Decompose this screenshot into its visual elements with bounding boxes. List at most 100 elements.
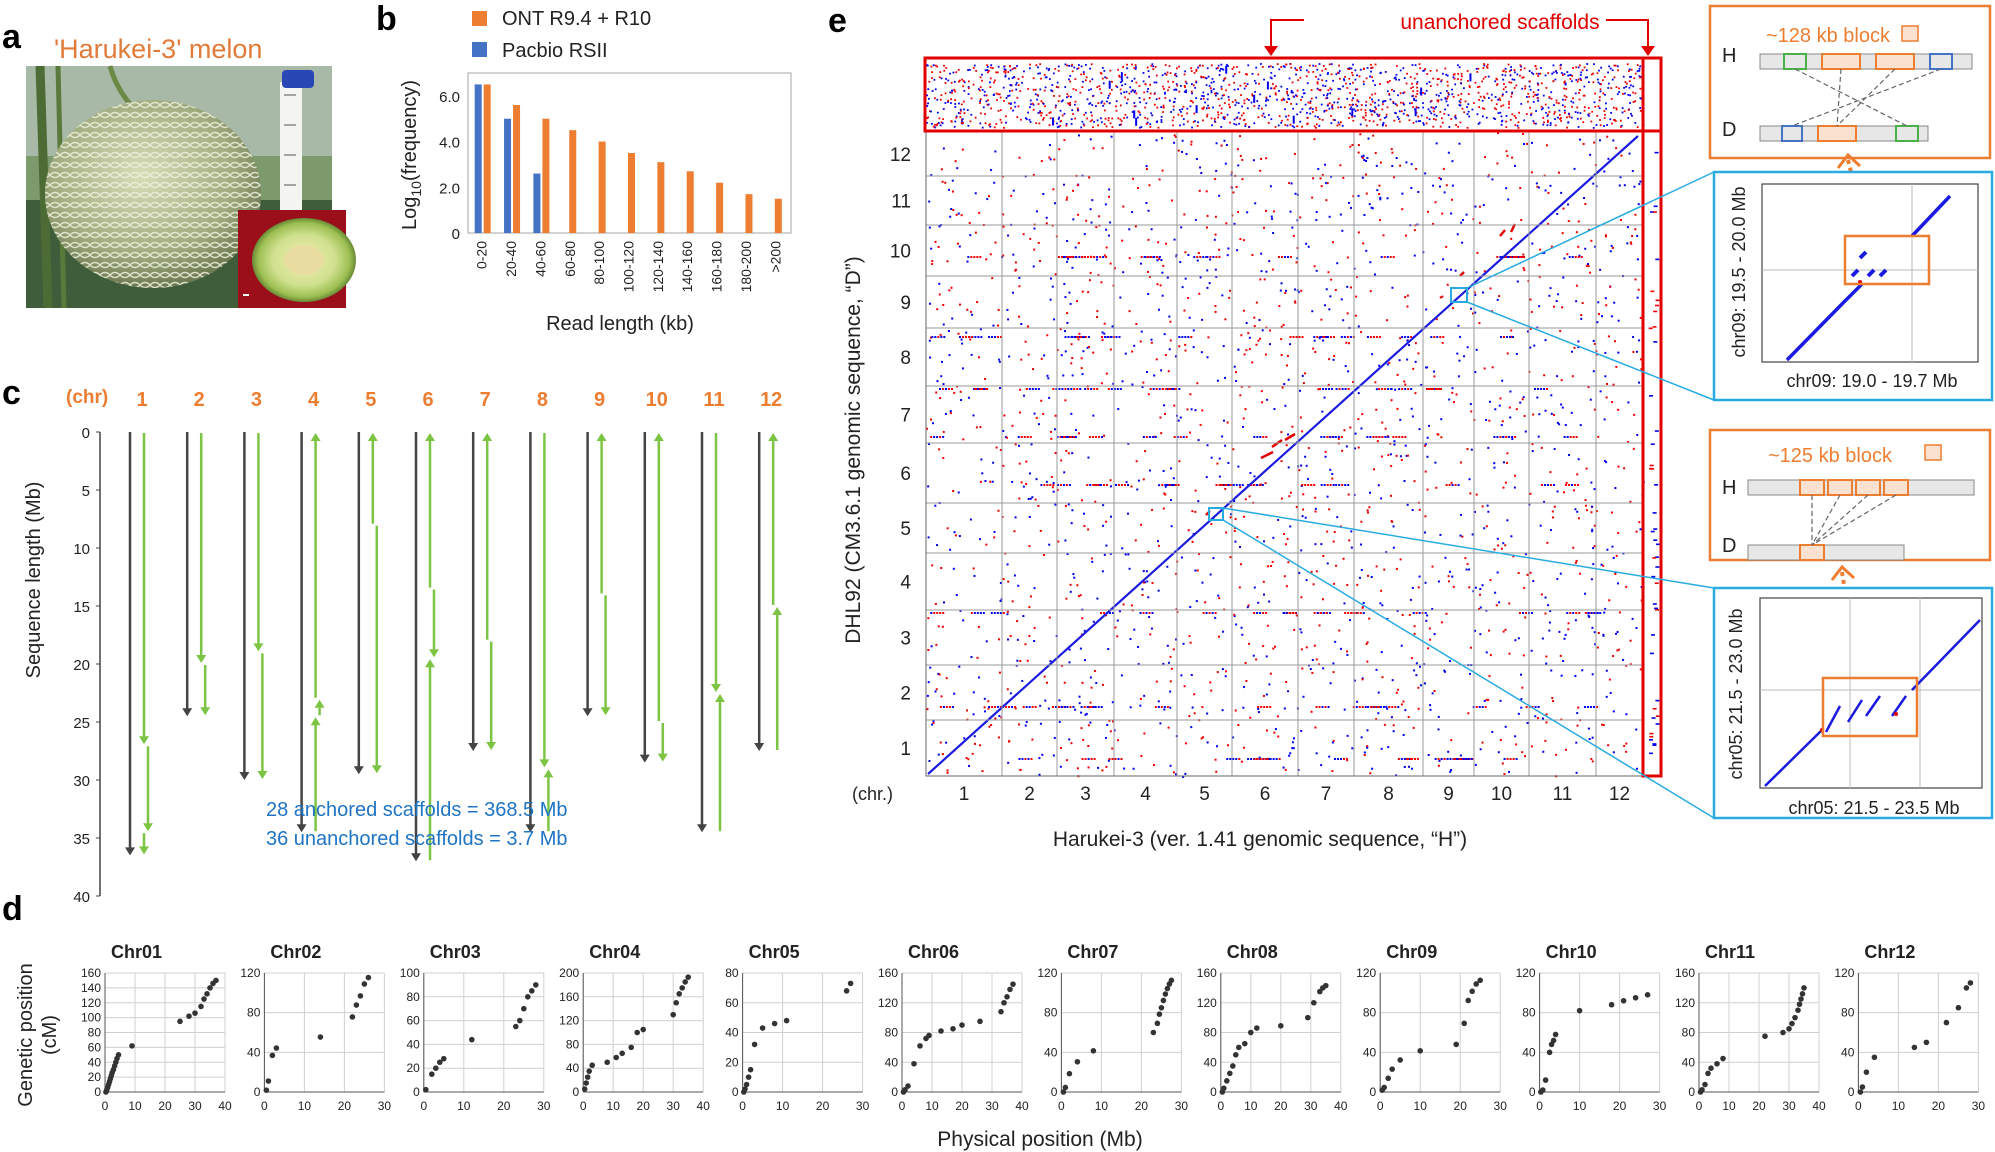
unanchored-point [1325, 109, 1328, 112]
background-point [971, 752, 974, 755]
unanchored-point [1571, 75, 1574, 77]
background-point [1608, 678, 1611, 681]
background-point [1076, 184, 1079, 187]
background-point [938, 225, 941, 228]
background-point [1269, 329, 1272, 332]
background-point [1067, 257, 1070, 260]
background-point [1369, 261, 1372, 264]
genetic-xtick: 20 [338, 1099, 352, 1113]
unanchored-point [1481, 80, 1483, 83]
background-point [1405, 234, 1408, 237]
background-point [1147, 238, 1150, 241]
unanchored-point [1535, 110, 1537, 112]
unanchored-point [1450, 118, 1453, 120]
background-point [1638, 381, 1641, 384]
background-point [1086, 346, 1089, 349]
chr-arrowhead-5 [353, 766, 364, 775]
background-point [1609, 692, 1612, 695]
unanchored-point [1220, 97, 1223, 100]
bar-ont-100-120 [628, 153, 635, 233]
background-point [1357, 144, 1360, 147]
background-point [1532, 580, 1535, 583]
background-point [1291, 741, 1294, 744]
background-point [1605, 396, 1608, 399]
background-point [1018, 315, 1021, 318]
background-point [1225, 531, 1228, 534]
unanchored-point [1186, 112, 1188, 115]
band-point [1372, 436, 1375, 438]
background-point [1424, 172, 1427, 175]
unanchored-point [1322, 84, 1325, 87]
unanchored-point [1622, 75, 1625, 78]
unanchored-point [1027, 88, 1030, 90]
unanchored-point [1220, 63, 1223, 66]
background-point [1380, 455, 1383, 458]
band-point [1563, 436, 1566, 438]
unanchored-point [1108, 102, 1111, 105]
background-point [1638, 339, 1641, 342]
unanchored-point [960, 109, 962, 112]
background-point [1349, 426, 1352, 429]
background-point [948, 188, 951, 191]
genetic-ytick: 80 [1522, 1006, 1536, 1020]
unanchored-point [1286, 118, 1289, 121]
background-point [1604, 297, 1607, 300]
band-point [1257, 706, 1260, 708]
unanchored-point [1123, 117, 1126, 119]
band-point [1124, 484, 1127, 486]
background-point [1285, 289, 1288, 292]
background-point [1269, 672, 1272, 675]
background-point [1088, 279, 1091, 282]
background-point [1473, 510, 1476, 513]
background-point [928, 442, 931, 445]
background-point [1562, 207, 1565, 210]
band-point [1093, 388, 1096, 390]
background-point [1486, 504, 1489, 507]
band-point [1518, 612, 1521, 614]
background-point [1361, 606, 1364, 609]
background-point [1090, 221, 1093, 224]
background-point [1593, 342, 1596, 345]
background-point [1243, 515, 1246, 518]
scaffold-ytick: 25 [73, 715, 90, 732]
background-point [1257, 601, 1260, 604]
marker-point [1074, 1058, 1081, 1065]
background-point [1441, 341, 1444, 344]
unanchored-point [1477, 67, 1480, 70]
background-point [1530, 649, 1533, 652]
background-point [1144, 450, 1147, 453]
band-point [1378, 388, 1381, 390]
panel-b: b ONT R9.4 + R10 Pacbio RSII 02.04.06.00… [376, 0, 792, 335]
background-point [1577, 458, 1580, 461]
unanchored-point [1371, 98, 1373, 101]
genetic-xtick: 20 [1135, 1099, 1149, 1113]
background-point [1514, 735, 1517, 738]
background-point [954, 160, 957, 163]
unanchored-point [1532, 73, 1535, 75]
background-point [1189, 641, 1192, 644]
background-point [1033, 412, 1036, 415]
background-point [936, 544, 939, 547]
unanchored-point [1016, 116, 1019, 119]
background-point [1498, 295, 1501, 298]
band-point [1172, 388, 1175, 390]
band-point [1340, 436, 1343, 438]
unanchored-point [1294, 94, 1297, 97]
background-point [1012, 189, 1015, 192]
background-point [1627, 440, 1630, 443]
unanchored-point [1039, 111, 1042, 114]
unanchored-point [1332, 118, 1335, 121]
background-point [1199, 423, 1202, 426]
unanchored-point [1142, 72, 1145, 74]
band-point [1211, 612, 1214, 614]
background-point [1107, 648, 1110, 651]
background-point [1108, 188, 1111, 191]
background-point [1111, 747, 1114, 750]
unanchored-point [1412, 121, 1415, 124]
scaffold-head-4-0 [310, 433, 321, 441]
background-point [1580, 314, 1583, 317]
background-point [1293, 152, 1296, 155]
unanchored-point [1587, 115, 1590, 117]
background-point [1066, 553, 1069, 556]
